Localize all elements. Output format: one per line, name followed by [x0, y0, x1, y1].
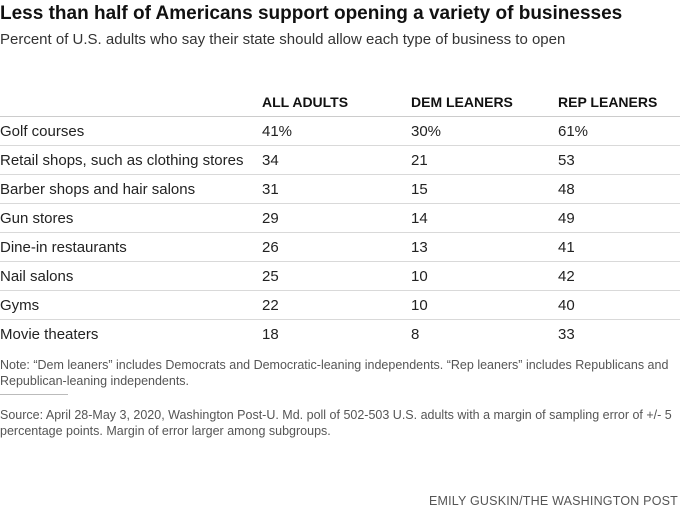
row-label: Gun stores: [0, 203, 262, 233]
table-row: Dine-in restaurants 26 13 41: [0, 232, 680, 262]
row-label: Retail shops, such as clothing stores: [0, 145, 262, 175]
all-adults-cell: 31: [262, 174, 411, 204]
row-label: Movie theaters: [0, 325, 99, 343]
all-adults-cell: 18: [262, 325, 279, 343]
dem-leaners-cell: 10: [411, 261, 558, 291]
dem-leaners-cell: 13: [411, 232, 558, 262]
row-label: Barber shops and hair salons: [0, 174, 262, 204]
table-row: Golf courses 41% 30% 61%: [0, 116, 680, 146]
rep-leaners-cell: 48: [558, 174, 680, 204]
all-adults-cell: 41%: [262, 116, 411, 146]
dem-leaners-cell: 8: [411, 325, 420, 343]
dem-leaners-cell: 21: [411, 145, 558, 175]
all-adults-cell: 26: [262, 232, 411, 262]
footnote: Note: “Dem leaners” includes Democrats a…: [0, 358, 669, 388]
source-note: Source: April 28-May 3, 2020, Washington…: [0, 408, 672, 438]
dem-leaners-cell: 15: [411, 174, 558, 204]
row-label: Nail salons: [0, 261, 262, 291]
all-adults-cell: 22: [262, 290, 411, 320]
header-blank: [0, 88, 262, 117]
table-row: Retail shops, such as clothing stores 34 2…: [0, 145, 680, 175]
table-row: Movie theaters 18 8 33: [0, 320, 680, 349]
rep-leaners-cell: 61%: [558, 116, 680, 146]
all-adults-cell: 34: [262, 145, 411, 175]
table-body: Golf courses 41% 30% 61% Retail shops, such …: [0, 116, 680, 349]
rep-leaners-cell: 53: [558, 145, 680, 175]
chart-subtitle: Percent of U.S. adults who say their sta…: [0, 31, 566, 48]
dem-leaners-cell: 30%: [411, 116, 558, 146]
column-header-rep-leaners: REP LEANERS: [558, 88, 680, 117]
rep-leaners-cell: 41: [558, 232, 680, 262]
rep-leaners-cell: 33: [558, 325, 575, 343]
dem-leaners-cell: 10: [411, 290, 558, 320]
dem-leaners-cell: 14: [411, 203, 558, 233]
credit-line: EMILY GUSKIN/THE WASHINGTON POST: [428, 494, 678, 508]
column-header-all-adults: ALL ADULTS: [262, 88, 411, 117]
row-label: Dine-in restaurants: [0, 232, 262, 262]
data-table: ALL ADULTS DEM LEANERS REP LEANERS Golf …: [0, 88, 680, 348]
all-adults-cell: 25: [262, 261, 411, 291]
table-header-row: ALL ADULTS DEM LEANERS REP LEANERS: [0, 88, 680, 117]
all-adults-cell: 29: [262, 203, 411, 233]
rep-leaners-cell: 40: [558, 290, 680, 320]
chart-title: Less than half of Americans support open…: [0, 3, 623, 24]
footer-divider: [0, 394, 68, 395]
table-row: Nail salons 25 10 42: [0, 261, 680, 291]
table-row: Barber shops and hair salons 31 15 48: [0, 174, 680, 204]
rep-leaners-cell: 42: [558, 261, 680, 291]
table-row: Gun stores 29 14 49: [0, 203, 680, 233]
column-header-dem-leaners: DEM LEANERS: [411, 88, 558, 117]
table-row: Gyms 22 10 40: [0, 290, 680, 320]
row-label: Gyms: [0, 290, 262, 320]
row-label: Golf courses: [0, 116, 262, 146]
rep-leaners-cell: 49: [558, 203, 680, 233]
